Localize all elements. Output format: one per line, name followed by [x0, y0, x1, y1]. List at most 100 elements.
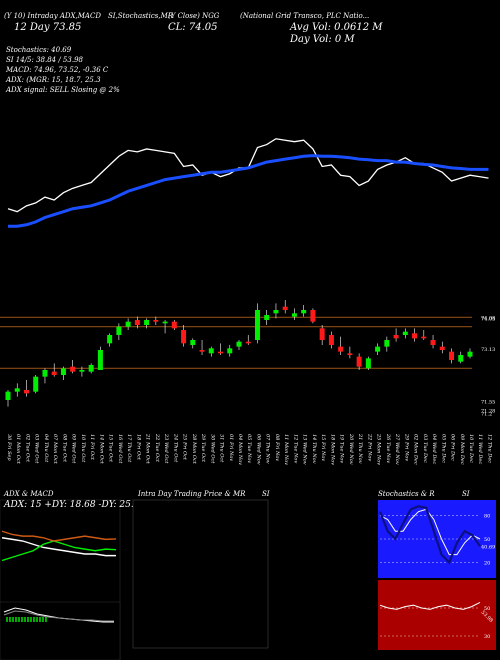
candle-body — [356, 356, 362, 367]
date-axis-label: 30 Fri Sep — [6, 434, 12, 461]
date-axis-label: 05 Thu Dec — [440, 434, 446, 463]
candle-body — [208, 348, 214, 354]
header-close: (Y Close) NGG — [168, 12, 220, 20]
date-axis-label: 05 Tue Nov — [246, 434, 252, 463]
macd-readout: MACD: 74.96, 73.52, -0.36 C — [5, 66, 109, 74]
adx-values: ADX: 15 +DY: 18.68 -DY: 25.27 — [3, 500, 145, 510]
stoch-level-label: 20 — [484, 560, 490, 566]
header-si-stoch: SI,Stochastics,MR — [108, 12, 174, 20]
date-axis-labels: 30 Fri Sep 01 Mon Oct 02 Tue Oct 03 Wed Oct… — [6, 433, 492, 465]
price-axis-label: 71.55 — [481, 400, 495, 406]
date-axis-label: 22 Tue Oct — [154, 433, 160, 463]
date-axis-label: 27 Wed Nov — [394, 433, 400, 465]
date-axis-label: 01 Fri Nov — [228, 434, 234, 461]
candle — [365, 356, 371, 370]
date-axis-label: 12 Thu Dec — [486, 434, 492, 463]
candle-body — [51, 371, 57, 375]
candle — [338, 336, 344, 355]
candle — [449, 348, 455, 364]
candle-body — [125, 321, 131, 327]
candle-body — [134, 320, 140, 325]
date-axis-label: 13 Wed Nov — [302, 434, 308, 465]
candle — [171, 320, 177, 330]
minus-di-line — [1, 530, 117, 542]
macd-histogram-bar — [39, 617, 41, 622]
macd-histogram-bar — [18, 617, 20, 622]
candle — [421, 330, 427, 340]
candle-body — [375, 346, 381, 352]
intraday-frame — [132, 499, 269, 649]
candle — [384, 336, 390, 352]
header-day-vol: Day Vol: 0 M — [289, 34, 355, 45]
candle — [458, 351, 464, 364]
moving-average-lines — [7, 138, 489, 228]
candle-body — [384, 340, 390, 347]
date-axis-label: 03 Tue Dec — [422, 434, 428, 463]
date-axis-label: 08 Tue Oct — [61, 434, 67, 463]
candle-body — [273, 310, 279, 314]
macd-histogram-bar — [27, 617, 29, 622]
candle — [162, 320, 168, 334]
candle — [467, 348, 473, 359]
date-axis-label: 29 Fri Nov — [403, 433, 409, 461]
candle-body — [402, 331, 408, 335]
moving-average-line — [8, 154, 489, 228]
candle — [236, 340, 242, 350]
candle-body — [33, 376, 39, 392]
macd-frame — [0, 601, 121, 660]
candle — [134, 316, 140, 329]
candle — [60, 366, 66, 380]
candle-body — [347, 353, 353, 355]
date-axis-label: 11 Fri Oct — [89, 434, 95, 461]
date-axis-label: 07 Mon Oct — [52, 434, 58, 465]
macd-histogram-bar — [12, 617, 14, 622]
candle-body — [291, 313, 297, 317]
candle-body — [264, 315, 270, 320]
candle-body — [430, 340, 436, 345]
date-axis-label: 20 Wed Nov — [348, 433, 354, 465]
candle — [328, 331, 334, 349]
candle — [227, 345, 233, 357]
candle-body — [88, 365, 94, 372]
candle-body — [236, 341, 242, 347]
date-axis-label: 18 Mon Nov — [329, 434, 335, 465]
candle-body — [107, 335, 113, 344]
candle-body — [60, 368, 66, 375]
date-axis-label: 10 Thu Oct — [80, 434, 86, 463]
intraday-title: Intra Day Trading Price & MR — [137, 490, 246, 498]
candle-body — [467, 351, 473, 357]
candle-body — [254, 310, 260, 340]
candle-body — [338, 346, 344, 352]
date-axis-label: 16 Wed Oct — [117, 434, 123, 464]
date-axis-label: 21 Thu Nov — [357, 433, 363, 464]
candle-body — [449, 351, 455, 360]
candle — [33, 375, 39, 394]
candle — [347, 346, 353, 359]
candle — [144, 318, 150, 329]
candle — [319, 325, 325, 345]
candle-body — [116, 326, 122, 335]
macd-histogram-bar — [9, 617, 11, 622]
rsi-level-label: 30 — [484, 634, 490, 640]
date-axis-label: 17 Thu Oct — [126, 434, 132, 463]
candle — [301, 305, 307, 317]
date-axis-label: 15 Fri Nov — [320, 434, 326, 461]
close-price-line — [7, 138, 489, 213]
date-axis-label: 11 Wed Dec — [477, 434, 483, 464]
candle-body — [144, 320, 150, 325]
candle-body — [421, 336, 427, 339]
candle — [439, 341, 445, 354]
candle-body — [14, 388, 20, 392]
price-axis-label: 71.2 — [481, 411, 492, 417]
stoch-si-label: SI — [462, 490, 470, 498]
macd-histogram-bar — [21, 617, 23, 622]
candle — [264, 310, 270, 325]
rsi-level-label: 50 — [484, 606, 490, 612]
header-adx-macd: (Y 10) Intraday ADX,MACD — [4, 12, 101, 20]
candle-body — [218, 351, 224, 354]
stoch-lines — [378, 505, 481, 565]
candle-body — [171, 321, 177, 329]
date-axis-label: 22 Fri Nov — [366, 433, 372, 461]
